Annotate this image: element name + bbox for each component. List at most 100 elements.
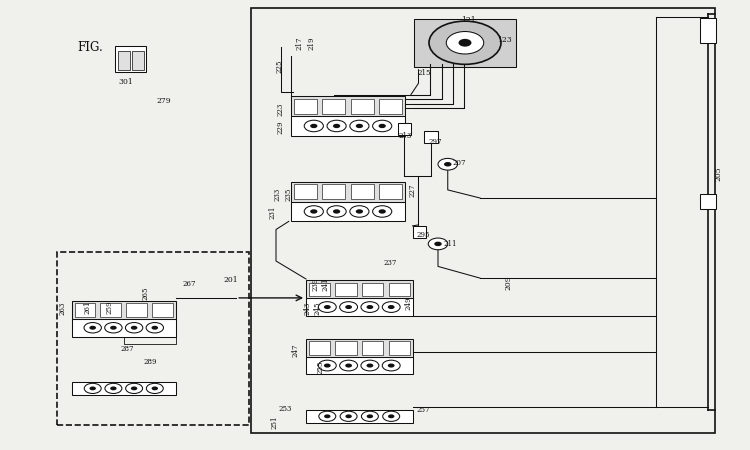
Text: 235: 235 xyxy=(285,188,292,201)
Bar xyxy=(306,357,413,374)
Text: 245: 245 xyxy=(314,302,322,315)
Circle shape xyxy=(382,360,400,371)
Circle shape xyxy=(429,21,501,64)
Text: FIG.: FIG. xyxy=(77,41,103,54)
Text: 255: 255 xyxy=(316,360,324,373)
Circle shape xyxy=(110,326,117,330)
Bar xyxy=(72,319,176,337)
Bar xyxy=(100,303,122,317)
Bar xyxy=(362,341,383,355)
Text: 209: 209 xyxy=(505,275,512,290)
Circle shape xyxy=(84,383,101,393)
Circle shape xyxy=(382,411,400,421)
Text: 301: 301 xyxy=(118,78,134,86)
Circle shape xyxy=(345,305,352,309)
Bar xyxy=(380,184,402,199)
Circle shape xyxy=(458,39,472,47)
Text: 205: 205 xyxy=(715,166,722,180)
Circle shape xyxy=(345,364,352,368)
Text: 253: 253 xyxy=(278,405,292,413)
Circle shape xyxy=(346,414,352,418)
Bar xyxy=(700,18,716,43)
Circle shape xyxy=(367,414,373,418)
Text: 239: 239 xyxy=(311,278,319,291)
Circle shape xyxy=(152,326,158,330)
Bar xyxy=(322,184,345,199)
Circle shape xyxy=(361,302,379,312)
Bar xyxy=(306,280,413,298)
Circle shape xyxy=(146,383,164,393)
Text: 121: 121 xyxy=(461,16,476,24)
Bar xyxy=(335,283,356,296)
Text: 227: 227 xyxy=(409,183,416,197)
Circle shape xyxy=(379,124,386,128)
Bar xyxy=(74,303,95,317)
Circle shape xyxy=(350,206,369,217)
Circle shape xyxy=(438,158,458,170)
Text: 215: 215 xyxy=(418,69,431,77)
Bar xyxy=(424,131,438,143)
Circle shape xyxy=(373,206,392,217)
Circle shape xyxy=(89,326,96,330)
Circle shape xyxy=(84,323,101,333)
Circle shape xyxy=(446,32,484,54)
Bar xyxy=(72,301,176,319)
Text: 257: 257 xyxy=(416,406,430,414)
Circle shape xyxy=(319,411,336,421)
Text: 267: 267 xyxy=(182,280,196,288)
Bar xyxy=(335,341,356,355)
Circle shape xyxy=(382,302,400,312)
Text: 201: 201 xyxy=(224,276,238,284)
Text: 297: 297 xyxy=(428,138,442,146)
Circle shape xyxy=(388,364,394,368)
Circle shape xyxy=(340,360,358,371)
Circle shape xyxy=(340,411,357,421)
Bar xyxy=(152,303,173,317)
Circle shape xyxy=(152,387,158,390)
Bar xyxy=(291,182,405,202)
Bar xyxy=(388,283,410,296)
Bar xyxy=(291,116,405,136)
Bar xyxy=(398,123,411,135)
Bar xyxy=(413,226,426,238)
Circle shape xyxy=(304,206,323,217)
Text: 251: 251 xyxy=(271,415,278,429)
Circle shape xyxy=(434,242,442,246)
Bar xyxy=(294,99,316,114)
Text: 217: 217 xyxy=(296,36,304,50)
Circle shape xyxy=(428,238,448,250)
Circle shape xyxy=(125,323,142,333)
Bar xyxy=(380,99,402,114)
Circle shape xyxy=(361,360,379,371)
Bar xyxy=(118,51,130,70)
Bar xyxy=(251,8,715,433)
Circle shape xyxy=(89,387,96,390)
Text: 231: 231 xyxy=(268,206,276,219)
Bar xyxy=(362,283,383,296)
Circle shape xyxy=(367,305,374,309)
Circle shape xyxy=(105,383,122,393)
Bar xyxy=(291,202,405,221)
Bar xyxy=(414,19,516,67)
Bar xyxy=(322,99,345,114)
Circle shape xyxy=(125,383,142,393)
Circle shape xyxy=(362,411,379,421)
Circle shape xyxy=(324,364,331,368)
Circle shape xyxy=(388,305,394,309)
Text: 237: 237 xyxy=(383,259,397,267)
Circle shape xyxy=(356,209,363,214)
Text: 233: 233 xyxy=(274,188,281,201)
Circle shape xyxy=(367,364,374,368)
Text: 259: 259 xyxy=(106,300,113,314)
Bar xyxy=(351,99,374,114)
Circle shape xyxy=(146,323,164,333)
Circle shape xyxy=(350,120,369,132)
Bar xyxy=(388,341,410,355)
Circle shape xyxy=(324,414,331,418)
Text: 241: 241 xyxy=(322,278,329,291)
Text: 229: 229 xyxy=(277,120,284,134)
Text: 265: 265 xyxy=(142,287,149,300)
Bar xyxy=(132,51,144,70)
Bar xyxy=(700,194,716,209)
Bar xyxy=(306,298,413,316)
